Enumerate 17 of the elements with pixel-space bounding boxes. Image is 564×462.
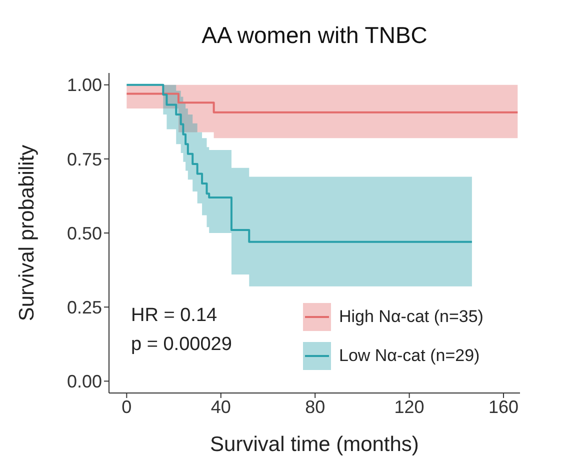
legend-label: Low Nα-cat (n=29) xyxy=(339,346,480,366)
x-tick-label: 0 xyxy=(122,396,132,417)
y-tick-label: 0.25 xyxy=(66,297,102,318)
x-tick-label: 120 xyxy=(394,396,424,417)
x-tick-label: 40 xyxy=(210,396,231,417)
y-tick-label: 0.00 xyxy=(66,372,102,392)
annotation: p = 0.00029 xyxy=(131,333,232,357)
annotation: HR = 0.14 xyxy=(131,304,218,328)
x-tick-label: 80 xyxy=(305,396,326,417)
y-tick-label: 0.75 xyxy=(66,149,102,170)
x-tick-label: 160 xyxy=(488,396,519,417)
x-axis-title: Survival time (months) xyxy=(210,433,419,456)
legend-label: High Nα-cat (n=35) xyxy=(339,306,484,326)
y-tick-label: 0.50 xyxy=(66,223,102,244)
y-axis-title: Survival probability xyxy=(15,144,38,322)
y-tick-label: 1.00 xyxy=(66,75,102,96)
chart-title: AA women with TNBC xyxy=(200,22,428,49)
